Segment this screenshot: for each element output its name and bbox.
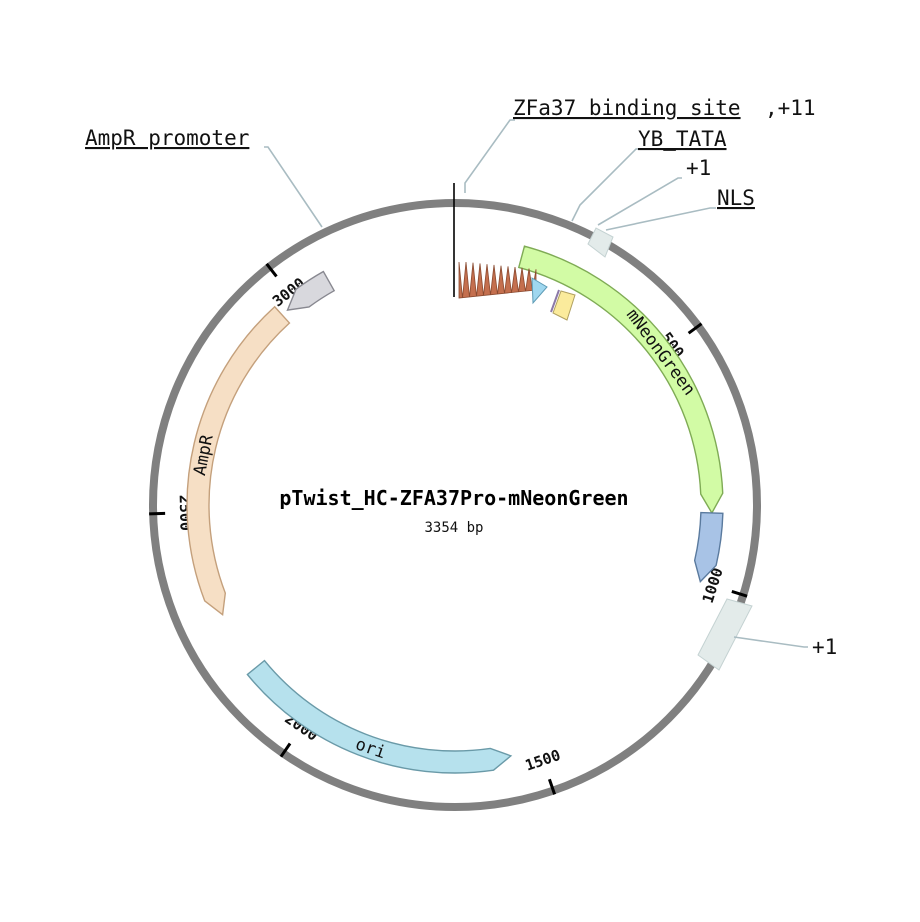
- nls-marker-line: [550, 289, 560, 313]
- feature-label-ori: ori: [353, 734, 389, 763]
- feature-arcs: mNeonGreen ori AmpR: [186, 245, 724, 774]
- plasmid-length: 3354 bp: [424, 520, 483, 536]
- backbone-circle: [149, 199, 761, 811]
- feature-ampr[interactable]: [186, 305, 291, 617]
- label-zfa37-suffix: ,+11: [765, 96, 816, 120]
- feature-ampr-promoter[interactable]: [286, 270, 336, 311]
- leader-ampr-promoter: [264, 146, 323, 228]
- tick-mark-1000: [731, 589, 748, 598]
- leader-nls: [605, 207, 716, 231]
- tick-mark-1500: [547, 778, 557, 795]
- leader-plus1-top: [597, 177, 682, 226]
- feature-label-mneongreen: mNeonGreen: [622, 305, 699, 399]
- label-nls[interactable]: NLS: [717, 186, 755, 210]
- tick-mark-500: [687, 322, 703, 335]
- label-plus1-right: +1: [812, 635, 837, 659]
- label-ampr-promoter[interactable]: AmpR promoter: [85, 126, 249, 150]
- plasmid-name: pTwist_HC-ZFA37Pro-mNeonGreen: [279, 486, 628, 510]
- plus1-right-marker: [697, 598, 753, 671]
- tick-label-1500: 1500: [523, 746, 563, 775]
- label-zfa37-binding-site[interactable]: ZFa37 binding site: [513, 96, 741, 120]
- feature-blue-tag[interactable]: [693, 511, 724, 583]
- label-plus1-top: +1: [686, 156, 711, 180]
- plus1-top-marker: [587, 227, 614, 258]
- yb-tata-triangle[interactable]: [531, 277, 548, 305]
- tick-mark-3000: [265, 262, 278, 278]
- nls-box[interactable]: [552, 290, 576, 321]
- leader-zfa37: [464, 119, 515, 193]
- label-yb-tata[interactable]: YB_TATA: [638, 127, 727, 151]
- feature-ori[interactable]: [246, 659, 513, 774]
- leader-yb-tata: [571, 148, 640, 222]
- tick-mark-2000: [279, 742, 292, 758]
- feature-label-ampr: AmpR: [190, 432, 218, 477]
- leader-plus1-right: [733, 636, 808, 648]
